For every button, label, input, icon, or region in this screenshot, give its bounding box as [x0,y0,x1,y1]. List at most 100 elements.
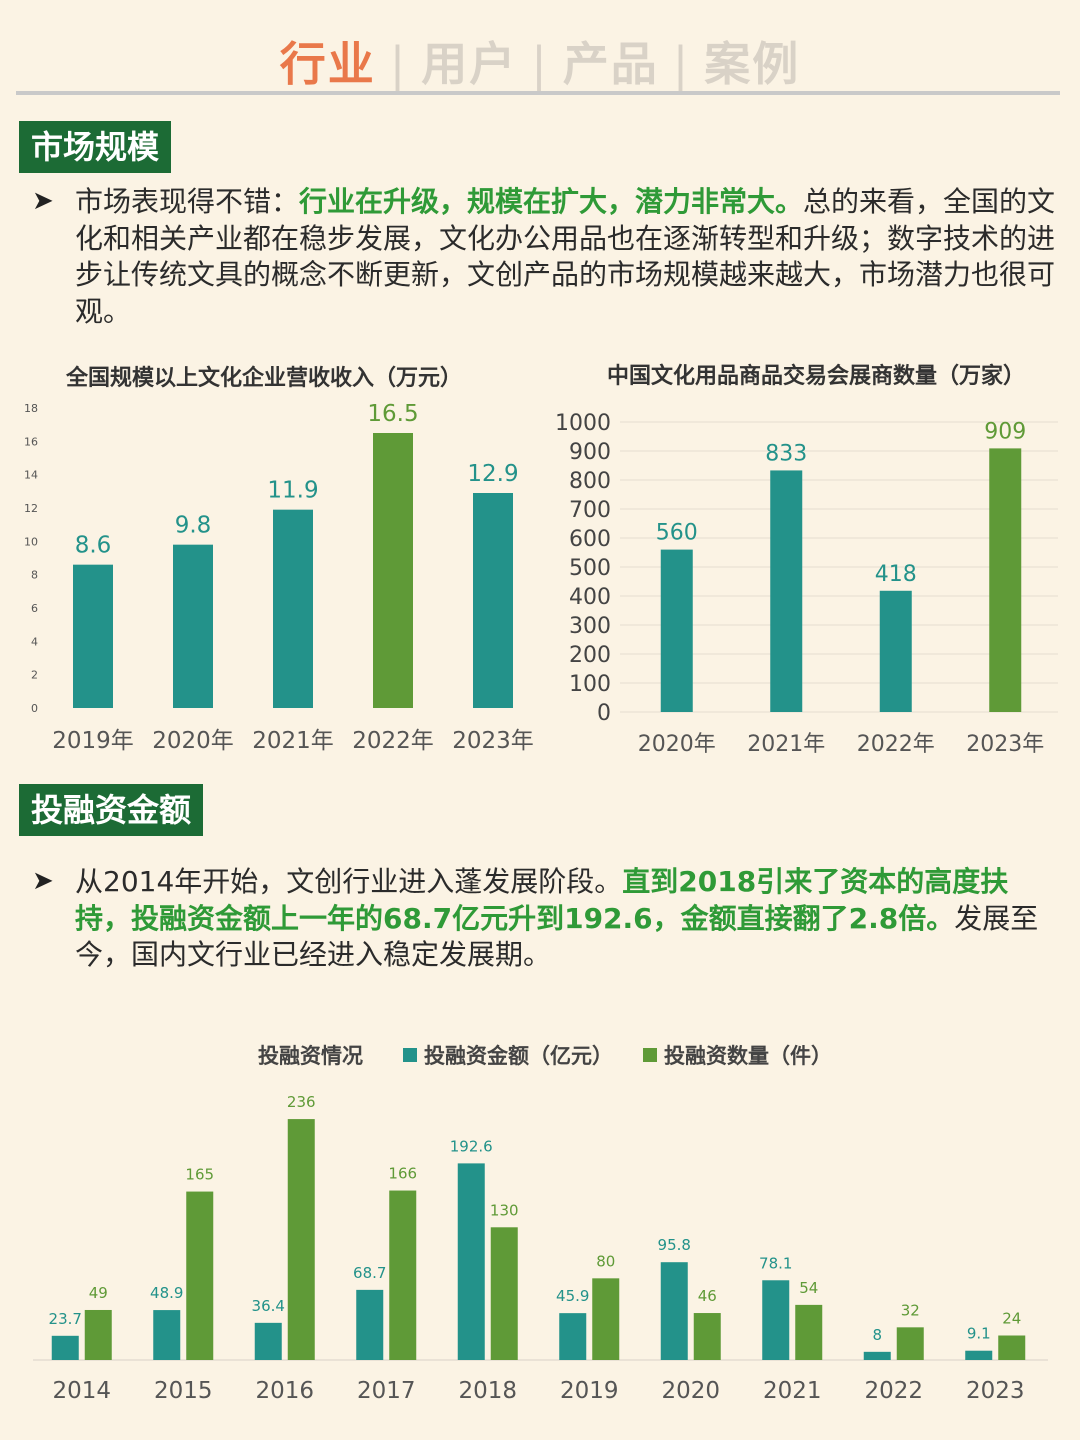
data-label: 16.5 [367,401,418,427]
bar [863,1351,891,1360]
y-tick-label: 0 [31,702,38,715]
section-tag-market-size: 市场规模 [19,121,172,173]
revenue-bar-chart: 0 2 4 6 8 10 12 14 16 18 8.6 2019年 9.8 2020年 11.9 2021年… [24,401,534,754]
bar [356,1289,384,1360]
data-label: 68.7 [353,1264,386,1282]
para-highlight: 直到2018引来了资本的高度扶持，投融资金额上一年的68.7亿元升到192.6，… [75,865,1009,935]
bar [795,1304,823,1360]
tab-users[interactable]: 用户 [421,37,518,91]
bar [660,549,693,712]
y-tick-label: 18 [24,402,38,415]
y-tick-label: 2 [31,669,38,682]
tab-separator: | [389,37,408,91]
x-tick-label: 2023 [966,1378,1025,1404]
data-label: 9.8 [175,513,212,539]
bar [989,448,1022,712]
para-text: 发展至今，国内文行业已经进入稳定发展期。 [75,901,1039,972]
bar [153,1310,181,1360]
data-label: 24 [1002,1310,1021,1328]
y-tick-label: 0 [597,701,611,726]
bar [389,1190,417,1360]
data-label: 45.9 [556,1287,589,1305]
data-label: 418 [875,562,917,587]
y-tick-label: 200 [569,643,611,668]
data-label: 192.6 [450,1137,493,1155]
bar [490,1227,518,1360]
exhibitor-bar-chart: 0 100 200 300 400 500 600 700 800 900 1000 560 2020年… [555,411,1058,757]
y-tick-label: 800 [569,469,611,494]
bar [693,1313,721,1360]
data-label: 48.9 [150,1284,183,1302]
data-label: 8.6 [75,533,112,559]
data-label: 560 [656,521,698,546]
y-tick-label: 600 [569,527,611,552]
bullet-arrow-icon: ➤ [32,866,54,896]
x-tick-label: 2016 [255,1378,314,1404]
bar [770,470,803,712]
data-label: 9.1 [967,1325,991,1343]
x-tick-label: 2022年 [352,728,434,754]
chart1-title: 全国规模以上文化企业营收收入（万元） [66,366,463,391]
tab-separator: | [672,37,691,91]
chart2-title: 中国文化用品商品交易会展商数量（万家） [607,364,1026,389]
legend-swatch [643,1048,657,1062]
bar [879,590,912,712]
category-tabs: 行业 | 用户 | 产品 | 案例 [0,28,1080,94]
bar [998,1335,1026,1360]
header-divider [16,91,1060,95]
para-text: 市场表现得不错： [75,185,300,218]
y-tick-label: 300 [569,614,611,639]
para-highlight: 行业在升级，规模在扩大，潜力非常大。 [299,185,804,218]
y-tick-label: 16 [24,435,38,448]
tab-products[interactable]: 产品 [562,37,659,91]
x-tick-label: 2021 [763,1378,822,1404]
section-tag-investment: 投融资金额 [19,784,204,836]
y-tick-label: 14 [24,469,38,482]
para-text: 总的来看，全国的文化和相关产业都在稳步发展，文化办公用品也在逐渐转型和升级；数字… [75,185,1056,328]
data-label: 32 [901,1301,920,1319]
tab-industry[interactable]: 行业 [279,37,376,91]
bar [896,1327,924,1360]
bar [473,493,513,708]
y-tick-label: 400 [569,585,611,610]
data-label: 833 [765,441,807,466]
y-tick-label: 8 [31,569,38,582]
y-tick-label: 10 [24,535,38,548]
chart3-title: 投融资情况 [258,1044,363,1068]
x-tick-label: 2014 [52,1378,111,1404]
x-tick-label: 2017 [357,1378,416,1404]
bar [559,1313,587,1360]
legend-swatch [403,1048,417,1062]
x-tick-label: 2020 [661,1378,720,1404]
bar [762,1280,790,1360]
x-tick-label: 2023年 [966,732,1044,757]
x-tick-label: 2021年 [747,732,825,757]
y-tick-label: 100 [569,672,611,697]
data-label: 80 [596,1252,615,1270]
data-label: 236 [287,1093,316,1111]
data-label: 23.7 [49,1310,82,1328]
x-tick-label: 2022 [864,1378,923,1404]
x-tick-label: 2018 [458,1378,517,1404]
data-label: 11.9 [267,478,318,504]
investment-paragraph: 从2014年开始，文创行业进入蓬发展阶段。直到2018引来了资本的高度扶持，投融… [75,864,1060,974]
data-label: 909 [984,419,1026,444]
x-tick-label: 2019年 [52,728,134,754]
para-text: 从2014年开始，文创行业进入蓬发展阶段。 [75,865,623,898]
bar [592,1278,620,1360]
tab-separator: | [531,37,549,91]
tab-cases[interactable]: 案例 [704,37,801,91]
bar [373,433,413,708]
y-tick-label: 4 [31,635,38,648]
data-label: 78.1 [759,1254,792,1272]
bar [186,1191,214,1360]
y-tick-label: 900 [569,440,611,465]
data-label: 12.9 [467,461,518,487]
x-tick-label: 2022年 [857,732,935,757]
market-size-paragraph: 市场表现得不错：行业在升级，规模在扩大，潜力非常大。总的来看，全国的文化和相关产… [75,184,1060,330]
bar [73,564,113,708]
data-label: 49 [89,1284,108,1302]
bar [287,1119,315,1360]
bullet-arrow-icon: ➤ [32,186,54,216]
data-label: 165 [185,1166,214,1184]
